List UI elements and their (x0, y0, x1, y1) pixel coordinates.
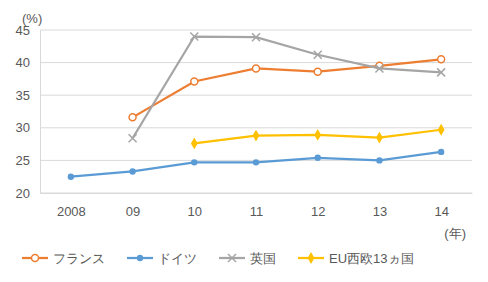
series-marker (314, 51, 322, 59)
legend-marker (228, 254, 236, 262)
plot-area (68, 33, 445, 180)
legend-marker (308, 252, 315, 264)
series-line (133, 59, 442, 117)
series-marker (376, 157, 382, 163)
series-marker (191, 159, 197, 165)
legend-entry: フランス (22, 251, 105, 266)
series-marker (253, 65, 260, 72)
y-tick: 25 (16, 153, 40, 168)
series-marker (191, 78, 198, 85)
y-axis-line (40, 31, 41, 194)
x-axis-title: (年) (444, 226, 466, 241)
series-marker (314, 68, 321, 75)
series-marker (252, 33, 260, 41)
grid (40, 30, 472, 193)
x-axis-line (41, 193, 473, 194)
x-tick: 10 (188, 193, 202, 219)
x-axis: 2008 09 10 11 12 13 14 (41, 193, 473, 219)
x-tick: 14 (434, 193, 448, 219)
x-tick-label: 12 (311, 204, 325, 219)
x-tick-label: 10 (188, 204, 202, 219)
y-tick-label: 30 (16, 120, 30, 135)
x-tick-label: 14 (434, 204, 448, 219)
y-tick-label: 40 (16, 55, 30, 70)
x-tick: 13 (373, 193, 387, 219)
legend-label: EU西欧13ヵ国 (329, 251, 414, 266)
legend-entry: EU西欧13ヵ国 (298, 251, 414, 266)
series-marker (129, 114, 136, 121)
series-line (71, 152, 441, 177)
x-tick-label: 11 (250, 204, 264, 219)
series-marker (68, 174, 74, 180)
series-marker (253, 159, 259, 165)
series-marker (375, 64, 383, 72)
legend-entry: 英国 (219, 251, 276, 266)
grid-line (40, 30, 472, 31)
y-tick: 40 (16, 55, 40, 70)
grid-line (40, 127, 472, 128)
series-marker (129, 168, 135, 174)
x-tick: 09 (126, 193, 140, 219)
x-tick-label: 13 (373, 204, 387, 219)
series-marker (438, 149, 444, 155)
x-tick-label: 2008 (57, 204, 86, 219)
legend-label: ドイツ (158, 251, 197, 266)
y-tick: 30 (16, 120, 40, 135)
legend-label: フランス (53, 251, 105, 266)
series-marker (129, 134, 137, 142)
x-tick-label: 09 (126, 204, 140, 219)
legend-marker (32, 255, 39, 262)
y-tick-label: 25 (16, 153, 30, 168)
series-marker (438, 124, 445, 136)
series-line (133, 37, 442, 139)
y-tick-label: 20 (16, 186, 30, 201)
series-marker (190, 33, 198, 41)
legend-entry: ドイツ (127, 251, 197, 266)
series-marker (253, 130, 260, 142)
legend-marker (137, 255, 143, 261)
series-line (194, 130, 441, 144)
series-marker (314, 129, 321, 141)
x-tick: 2008 (57, 193, 86, 219)
grid-line (40, 95, 472, 96)
series-marker (438, 56, 445, 63)
series-marker (437, 68, 445, 76)
legend-label: 英国 (250, 251, 276, 266)
y-tick: 35 (16, 88, 40, 103)
y-axis-title: (%) (22, 11, 42, 26)
grid-line (40, 193, 472, 194)
y-axis: 202530354045 (16, 23, 41, 201)
series-marker (191, 138, 198, 150)
y-tick: 20 (16, 186, 40, 201)
series-marker (315, 155, 321, 161)
chart: 2025303540452008091011121314(%)(年)フランスドイ… (0, 0, 488, 282)
legend: フランス ドイツ 英国 EU西欧13ヵ国 (22, 251, 414, 266)
x-tick: 11 (250, 193, 264, 219)
x-tick: 12 (311, 193, 325, 219)
series-marker (376, 132, 383, 144)
y-tick-label: 35 (16, 88, 30, 103)
